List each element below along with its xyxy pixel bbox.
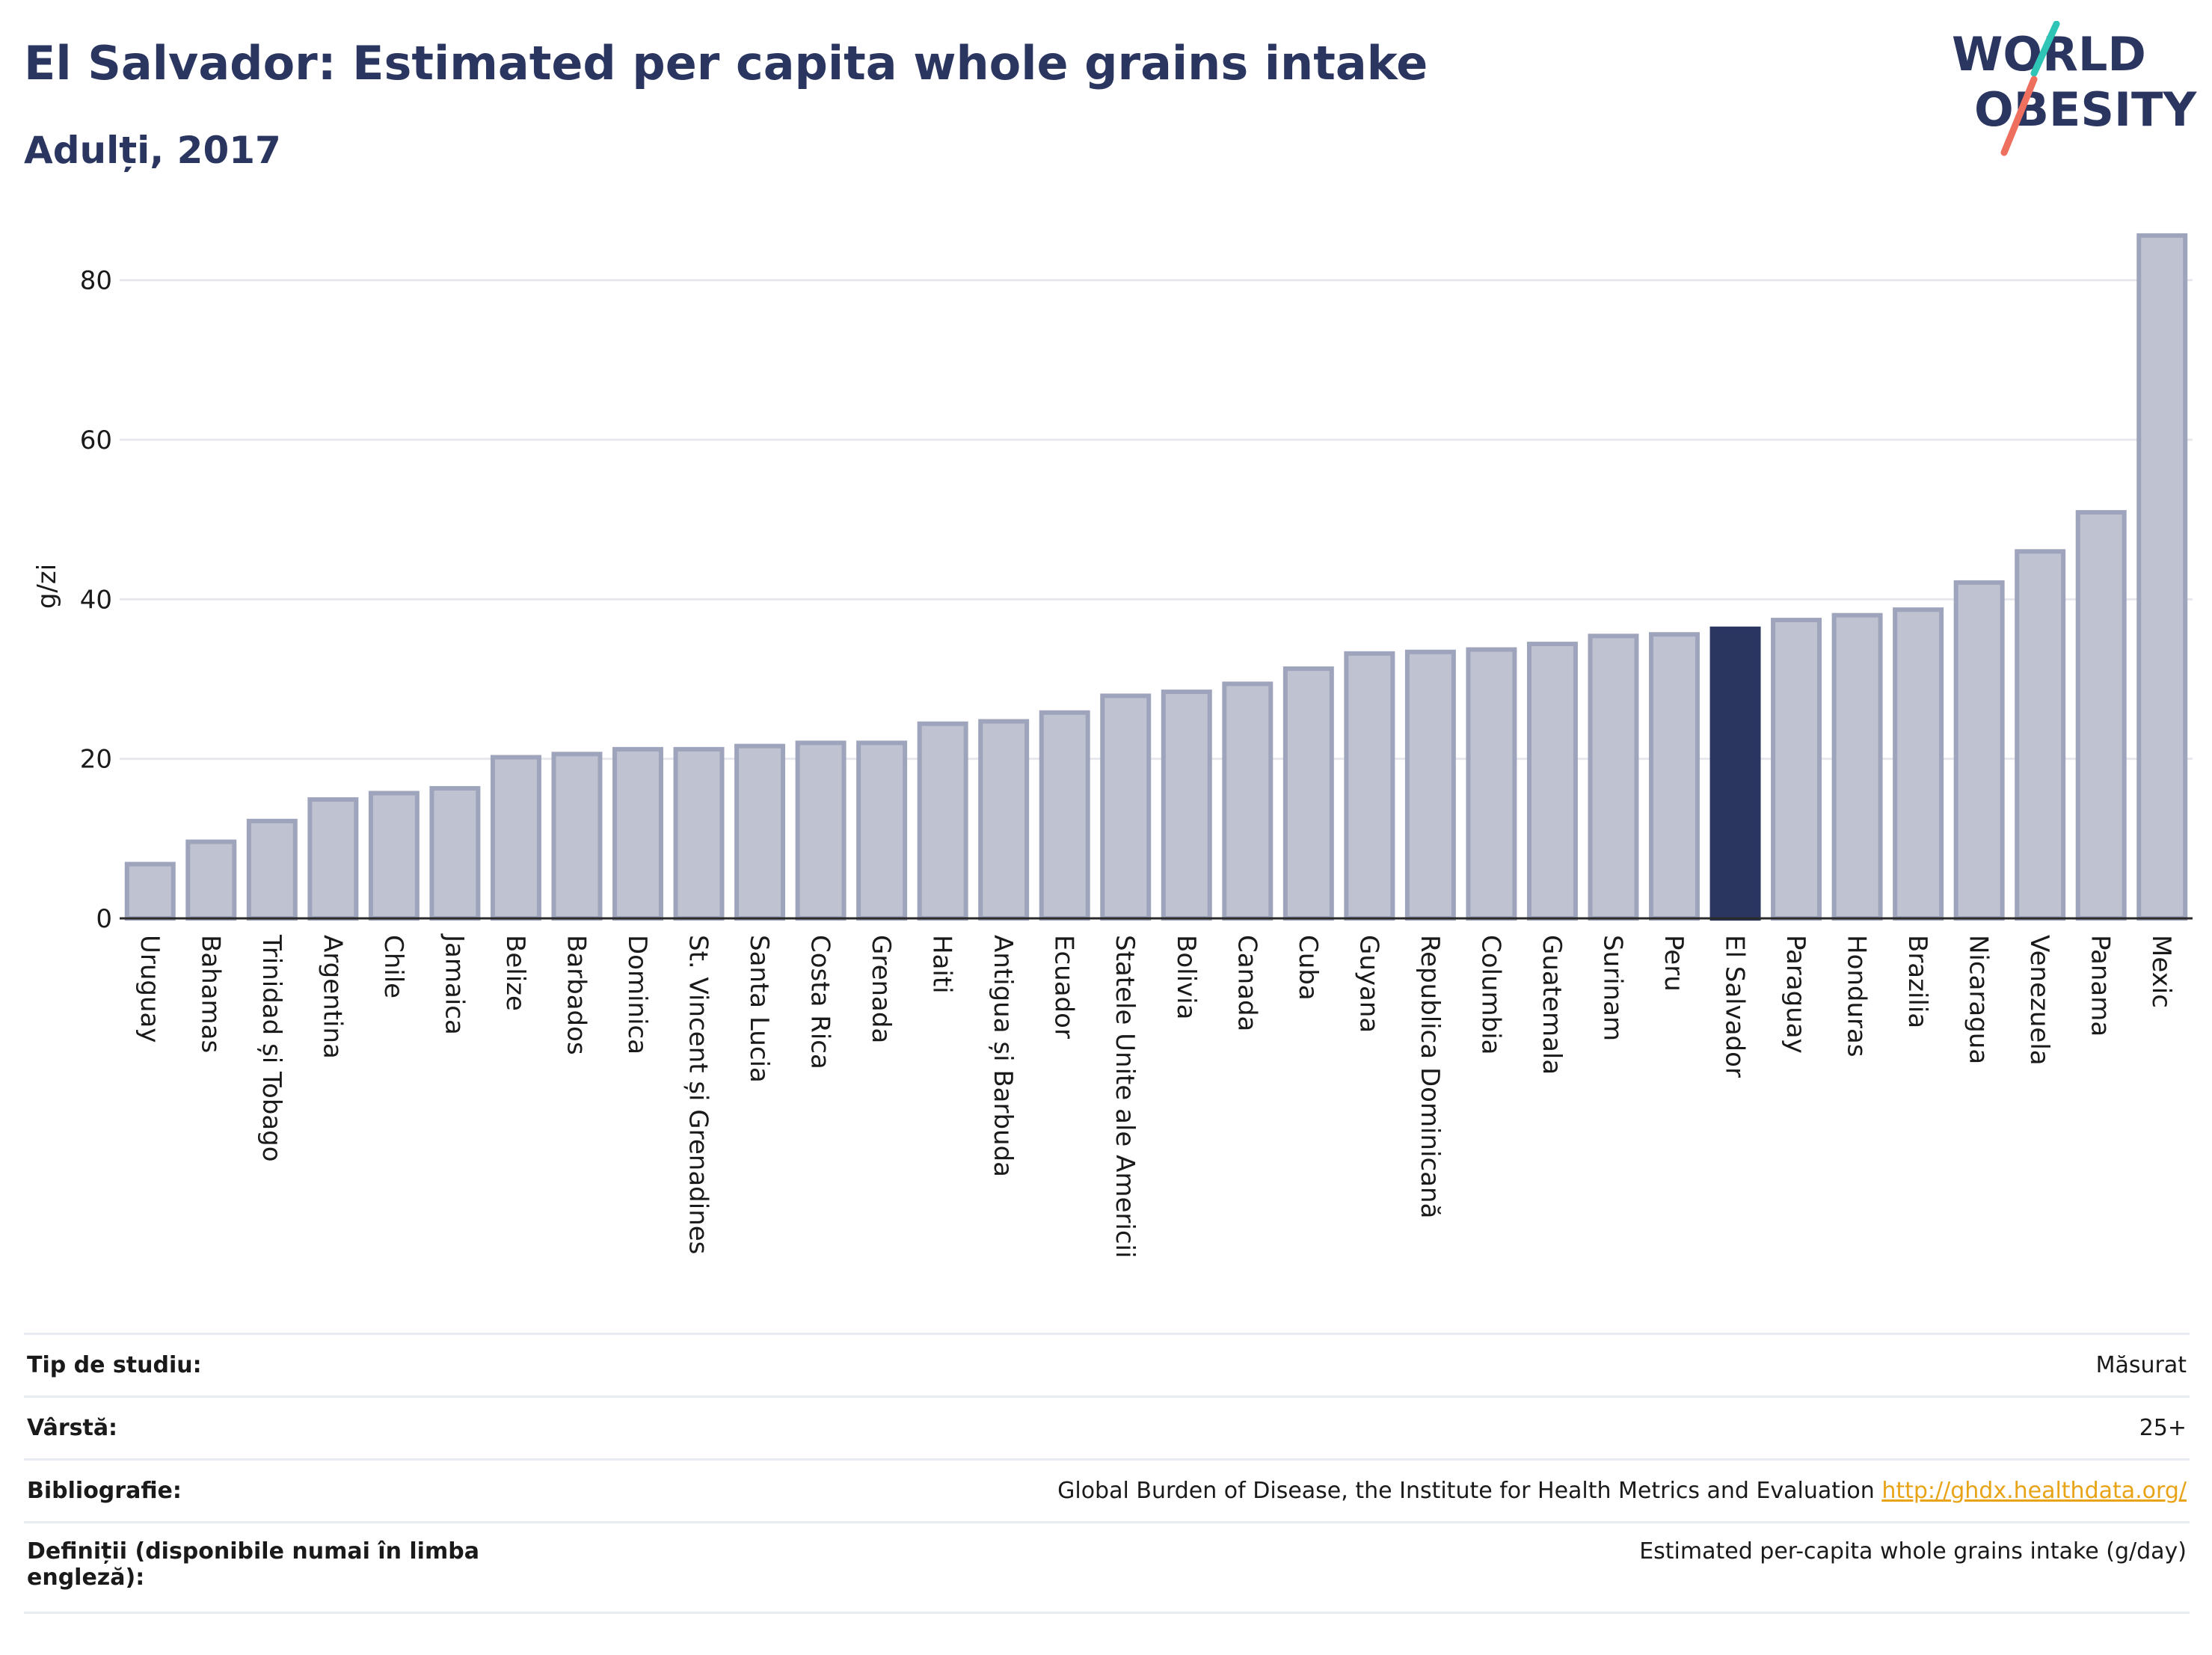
bar — [1709, 626, 1761, 921]
bar — [1771, 618, 1822, 921]
bar — [246, 818, 298, 921]
x-tick-label: Jamaica — [439, 933, 469, 1035]
y-axis-label: g/zi — [32, 564, 62, 609]
info-label: Tip de studiu: — [27, 1352, 202, 1378]
bar — [1831, 612, 1883, 921]
x-tick-label: Costa Rica — [805, 935, 835, 1069]
info-table: Tip de studiu: Măsurat Vârstă: 25+ Bibli… — [24, 1333, 2190, 1614]
x-tick-label: Antigua și Barbuda — [988, 935, 1018, 1177]
bar — [1282, 666, 1334, 921]
bar — [978, 719, 1030, 921]
bar — [490, 755, 541, 921]
bar — [1222, 681, 1274, 921]
chart-subtitle: Adulți, 2017 — [24, 129, 281, 172]
bar-chart: 0 20 40 60 80 g/zi Uruguay Bahamas Trinidad și T… — [32, 233, 2193, 1258]
y-tick-label: 40 — [80, 585, 112, 615]
chart-title: El Salvador: Estimated per capita whole … — [24, 36, 1428, 90]
x-tick-label: Uruguay — [135, 935, 165, 1043]
x-tick-label: Surinam — [1597, 935, 1627, 1041]
bar — [1344, 651, 1395, 921]
logo-teal-stroke — [2030, 21, 2060, 77]
x-tick-label: El Salvador — [1720, 935, 1750, 1078]
bar — [1161, 690, 1212, 921]
x-tick-label: Santa Lucia — [744, 935, 774, 1083]
info-label: Bibliografie: — [27, 1478, 182, 1504]
world-obesity-logo: WORLD OBESITY — [1952, 21, 2197, 156]
bar — [551, 752, 603, 921]
info-value: Măsurat — [2095, 1352, 2187, 1378]
bar — [1039, 710, 1090, 921]
x-tick-label: Barbados — [561, 935, 591, 1055]
bar — [1526, 642, 1578, 921]
x-tick-label: Paraguay — [1781, 935, 1810, 1054]
bar — [1100, 693, 1152, 921]
bar — [1649, 632, 1700, 921]
x-tick-label: Nicaragua — [1964, 935, 1994, 1064]
bar — [429, 786, 481, 921]
bar — [185, 839, 237, 921]
x-tick-label: Mexic — [2146, 935, 2176, 1008]
x-tick-label: Columbia — [1475, 935, 1505, 1055]
logo-coral-stroke — [2000, 76, 2038, 156]
bar — [1893, 607, 1944, 921]
x-tick-label: Ecuador — [1049, 935, 1079, 1039]
info-value: Global Burden of Disease, the Institute … — [1057, 1478, 2187, 1504]
bar — [307, 797, 359, 921]
x-tick-label: Chile — [378, 935, 408, 998]
bar — [2015, 549, 2066, 921]
info-value: 25+ — [2139, 1415, 2187, 1441]
bar — [2136, 233, 2188, 921]
y-tick-label: 20 — [80, 745, 112, 775]
info-row-age: Vârstă: 25+ — [24, 1395, 2190, 1458]
x-tick-label: Guatemala — [1537, 935, 1567, 1075]
y-tick-label: 60 — [80, 426, 112, 455]
info-row-definitions: Definiții (disponibile numai în limba en… — [24, 1521, 2190, 1614]
x-tick-label: Statele Unite ale Americii — [1110, 935, 1140, 1258]
x-tick-label: Honduras — [1842, 935, 1872, 1057]
x-tick-label: Trinidad și Tobago — [256, 934, 286, 1162]
x-tick-label: Belize — [500, 935, 530, 1011]
x-tick-label: Panama — [2086, 935, 2116, 1037]
bar — [1953, 580, 2005, 921]
x-tick-label: Guyana — [1354, 935, 1383, 1033]
x-tick-label: Dominica — [622, 935, 652, 1054]
x-tick-label: Bolivia — [1171, 935, 1201, 1019]
bar — [368, 790, 420, 921]
bar — [856, 740, 908, 921]
info-row-bibliography: Bibliografie: Global Burden of Disease, … — [24, 1458, 2190, 1521]
x-tick-label: Argentina — [317, 935, 347, 1059]
x-tick-label: Cuba — [1293, 935, 1323, 1001]
bar — [673, 746, 725, 921]
bar — [917, 721, 968, 921]
x-tick-label: Peru — [1659, 935, 1689, 992]
x-tick-label: Haiti — [927, 935, 957, 994]
bar — [124, 862, 176, 921]
info-value: Estimated per-capita whole grains intake… — [1639, 1538, 2187, 1565]
x-tick-label: Canada — [1232, 935, 1262, 1031]
x-tick-label: Venezuela — [2024, 935, 2054, 1066]
x-tick-label: Bahamas — [195, 935, 225, 1053]
bar — [734, 743, 786, 921]
bar — [2075, 510, 2127, 921]
info-row-study-type: Tip de studiu: Măsurat — [24, 1333, 2190, 1395]
bar — [1466, 647, 1517, 921]
y-tick-label: 0 — [96, 904, 112, 934]
info-label: Vârstă: — [27, 1415, 118, 1441]
bibliography-text: Global Burden of Disease, the Institute … — [1057, 1478, 1875, 1504]
info-label: Definiții (disponibile numai în limba en… — [27, 1538, 479, 1591]
y-tick-label: 80 — [80, 266, 112, 296]
x-tick-label: Grenada — [866, 935, 896, 1043]
bar — [612, 746, 663, 921]
source-link[interactable]: http://ghdx.healthdata.org/ — [1881, 1478, 2187, 1504]
bar — [1588, 633, 1639, 921]
bar — [1404, 649, 1456, 921]
bar — [795, 740, 847, 921]
x-tick-label: St. Vincent și Grenadines — [683, 935, 713, 1254]
x-tick-label: Republica Dominicană — [1415, 935, 1445, 1218]
x-tick-label: Brazilia — [1902, 935, 1932, 1028]
